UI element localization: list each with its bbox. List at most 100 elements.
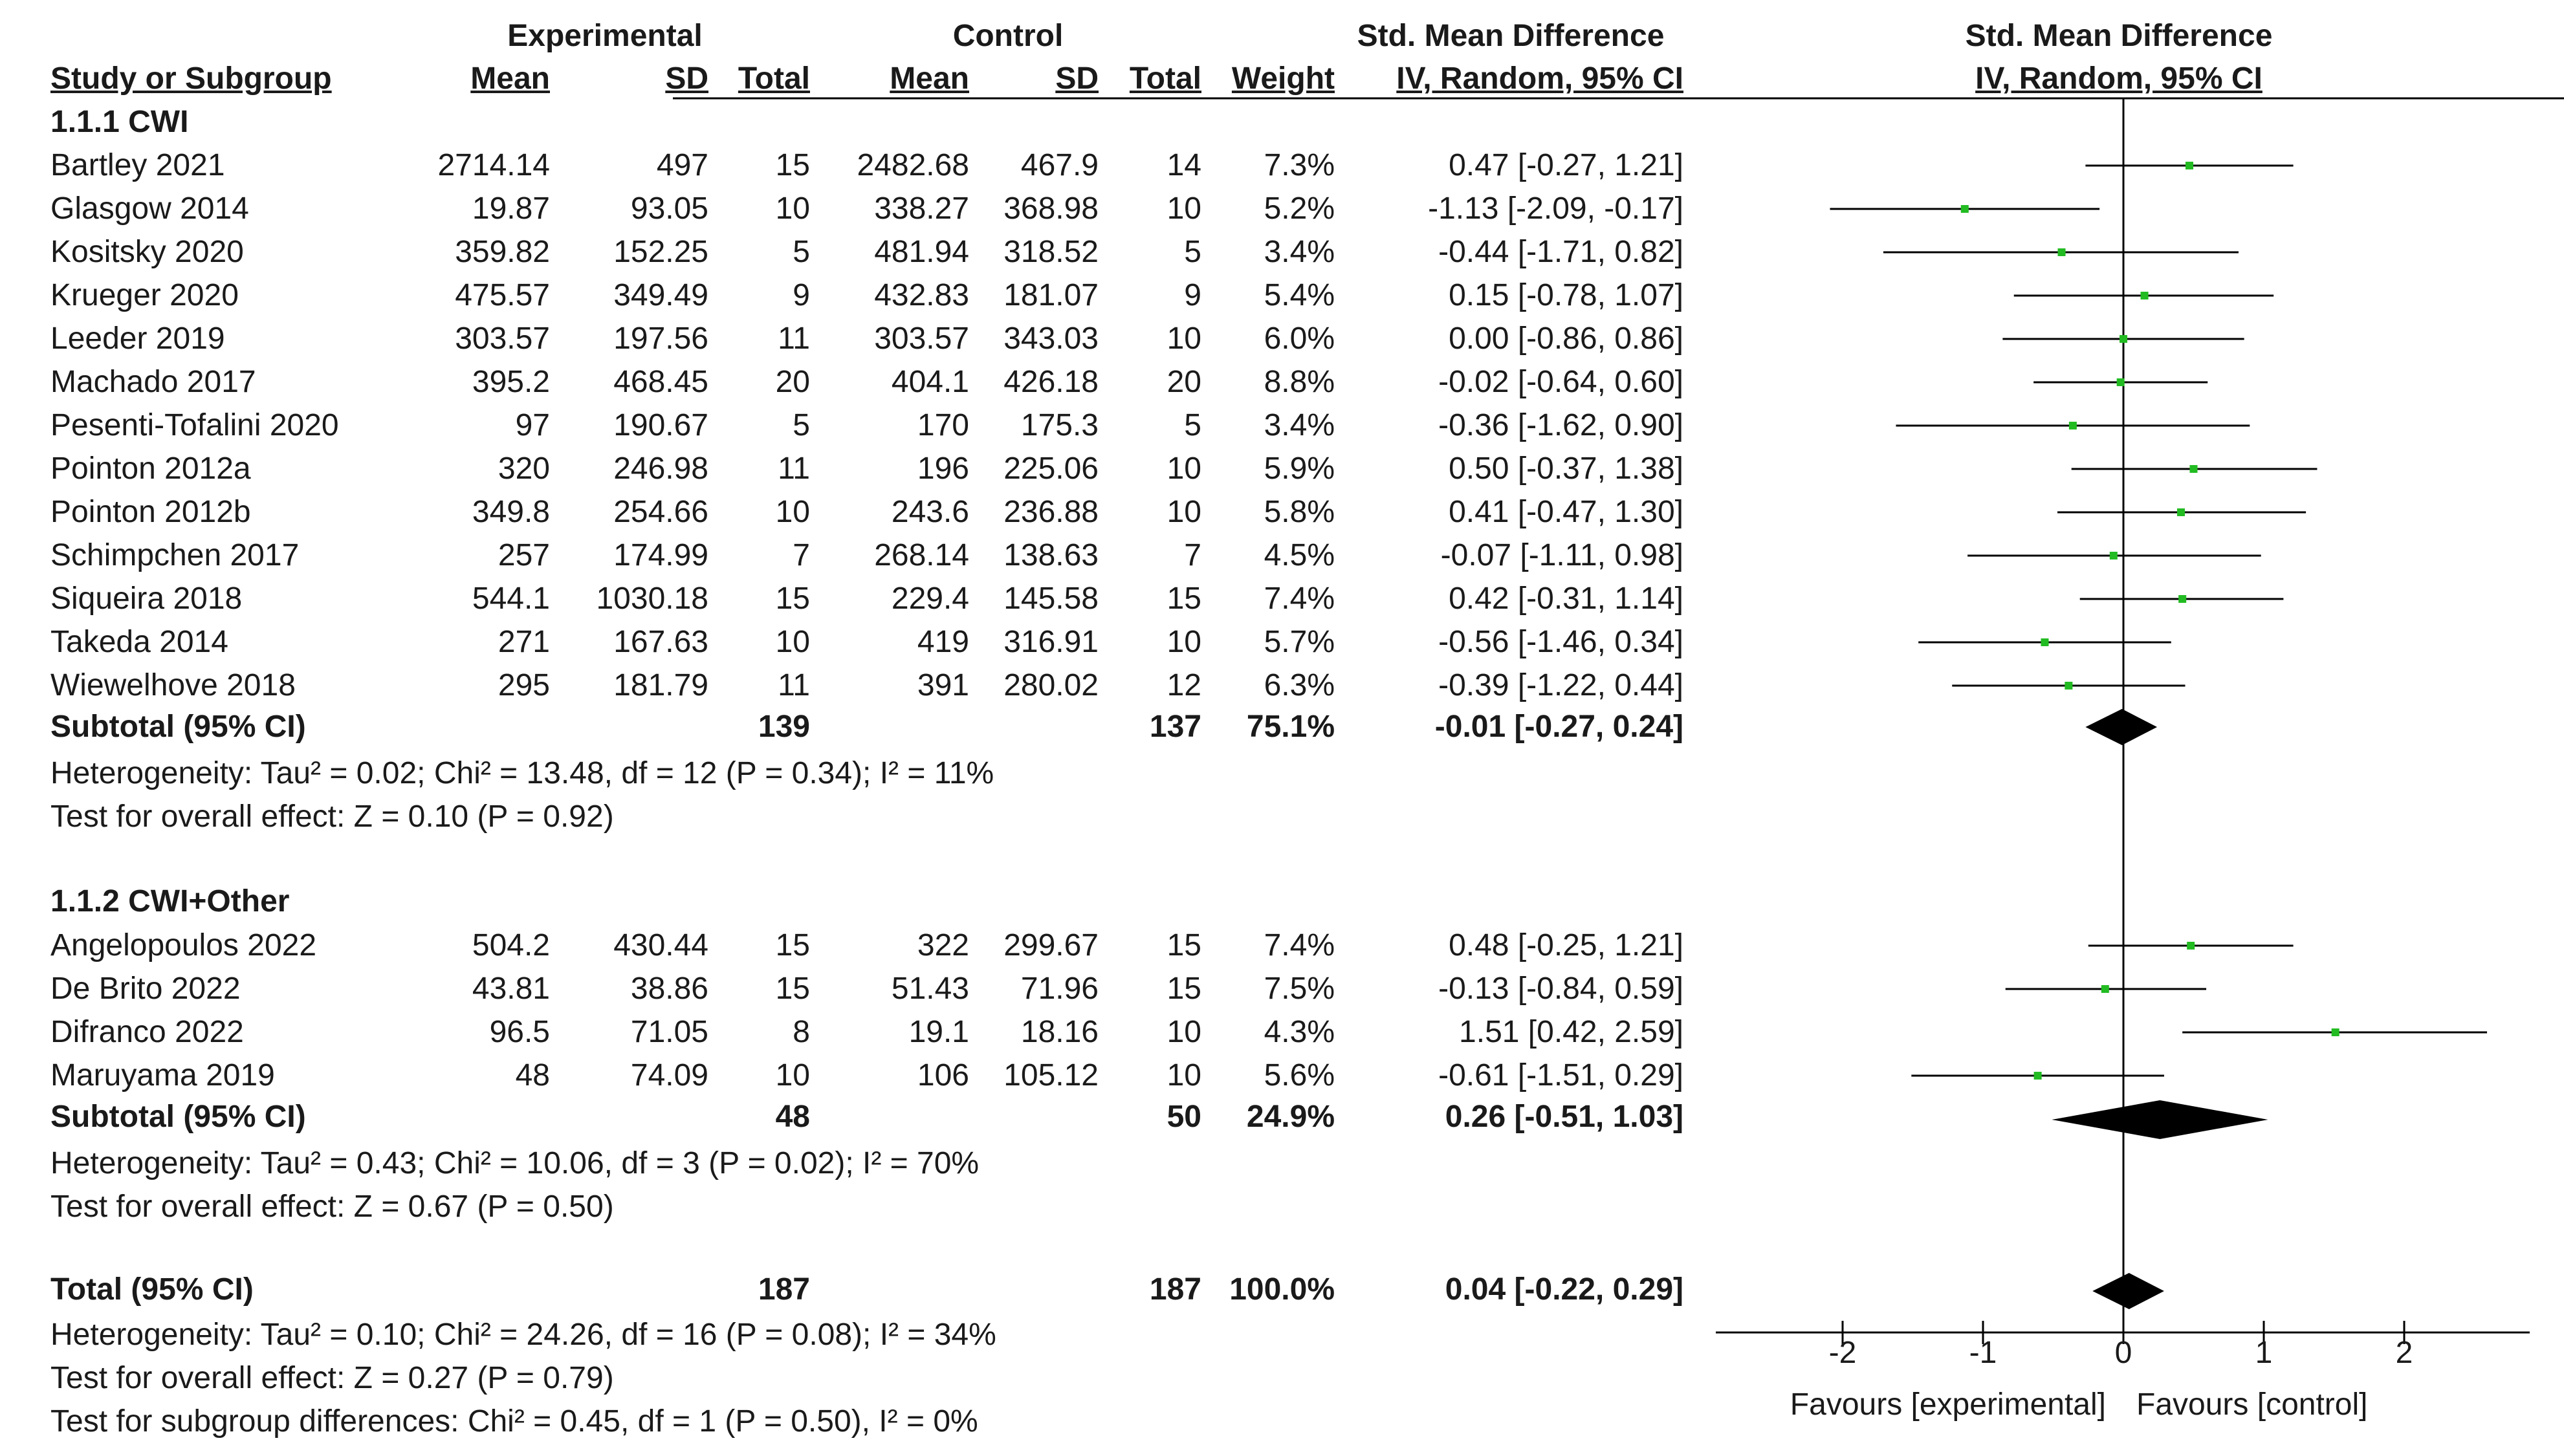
point-estimate-marker	[2116, 378, 2125, 386]
study-ci: -0.13 [-0.84, 0.59]	[1438, 972, 1683, 1006]
study-c-mean: 268.14	[874, 538, 969, 572]
study-c-total: 14	[1167, 148, 1201, 182]
study-e-sd: 1030.18	[596, 581, 708, 616]
summary-diamond	[2092, 1273, 2164, 1309]
x-tick-label: 2	[2395, 1336, 2413, 1370]
study-e-sd: 167.63	[613, 625, 708, 659]
study-e-sd: 254.66	[613, 495, 708, 529]
study-e-sd: 468.45	[613, 365, 708, 399]
study-ci: 0.42 [-0.31, 1.14]	[1449, 581, 1683, 616]
point-estimate-marker	[2068, 422, 2077, 429]
study-c-total: 15	[1167, 928, 1201, 962]
study-c-total: 10	[1167, 451, 1201, 486]
study-name: Maruyama 2019	[50, 1058, 275, 1092]
study-c-sd: 236.88	[1003, 495, 1099, 529]
study-e-total: 10	[775, 625, 810, 659]
study-ci: -0.44 [-1.71, 0.82]	[1438, 235, 1683, 269]
study-c-total: 12	[1167, 668, 1201, 702]
study-ci: -0.61 [-1.51, 0.29]	[1438, 1058, 1683, 1092]
weight-header: Weight	[1231, 61, 1335, 96]
study-weight: 6.0%	[1264, 321, 1335, 356]
study-c-total: 10	[1167, 191, 1201, 226]
study-c-sd: 181.07	[1003, 278, 1099, 312]
study-c-mean: 170	[917, 408, 969, 442]
study-e-sd: 430.44	[613, 928, 708, 962]
point-estimate-marker	[2057, 248, 2066, 256]
point-estimate-marker	[2109, 552, 2118, 560]
study-e-total: 15	[775, 972, 810, 1006]
point-estimate-marker	[2331, 1028, 2339, 1036]
experimental-sd-header: SD	[665, 61, 708, 96]
subtotal-weight: 24.9%	[1246, 1100, 1335, 1134]
study-e-sd: 71.05	[630, 1015, 708, 1049]
heterogeneity-text: Heterogeneity: Tau² = 0.43; Chi² = 10.06…	[50, 1146, 980, 1180]
total-overall-effect-text: Test for overall effect: Z = 0.27 (P = 0…	[50, 1361, 614, 1395]
study-name: Kositsky 2020	[50, 235, 244, 269]
study-e-total: 20	[775, 365, 810, 399]
study-ci: 0.50 [-0.37, 1.38]	[1449, 451, 1683, 486]
point-estimate-marker	[2189, 465, 2198, 473]
study-e-sd: 74.09	[630, 1058, 708, 1092]
overall-effect-text: Test for overall effect: Z = 0.67 (P = 0…	[50, 1190, 614, 1224]
experimental-mean-header: Mean	[470, 61, 550, 96]
study-c-total: 10	[1167, 625, 1201, 659]
study-weight: 7.4%	[1264, 581, 1335, 616]
study-name: Wiewelhove 2018	[50, 668, 296, 702]
study-c-total: 10	[1167, 1015, 1201, 1049]
study-c-sd: 368.98	[1003, 191, 1099, 226]
point-estimate-marker	[2120, 335, 2127, 343]
study-e-mean: 295	[498, 668, 550, 702]
subgroup-differences-text: Test for subgroup differences: Chi² = 0.…	[50, 1404, 978, 1439]
study-e-total: 15	[775, 581, 810, 616]
study-e-total: 5	[793, 235, 810, 269]
study-name: Takeda 2014	[50, 625, 228, 659]
study-weight: 7.3%	[1264, 148, 1335, 182]
study-e-total: 10	[775, 495, 810, 529]
study-ci: 0.15 [-0.78, 1.07]	[1449, 278, 1683, 312]
subgroup-title-cwi-other: 1.1.2 CWI+Other	[50, 884, 290, 918]
point-estimate-marker	[2178, 595, 2187, 603]
subtotal-label: Subtotal (95% CI)	[50, 710, 306, 744]
study-c-sd: 426.18	[1003, 365, 1099, 399]
heterogeneity-text: Heterogeneity: Tau² = 0.02; Chi² = 13.48…	[50, 756, 994, 790]
study-c-mean: 229.4	[891, 581, 969, 616]
study-e-mean: 475.57	[455, 278, 550, 312]
study-e-mean: 96.5	[489, 1015, 550, 1049]
study-name: De Brito 2022	[50, 972, 241, 1006]
study-c-sd: 467.9	[1020, 148, 1099, 182]
study-c-total: 20	[1167, 365, 1201, 399]
study-c-sd: 280.02	[1003, 668, 1099, 702]
experimental-header: Experimental	[507, 19, 703, 53]
total-ci: 0.04 [-0.22, 0.29]	[1445, 1272, 1683, 1307]
study-c-sd: 71.96	[1020, 972, 1099, 1006]
study-c-mean: 51.43	[891, 972, 969, 1006]
study-name: Glasgow 2014	[50, 191, 249, 226]
study-column-header: Study or Subgroup	[50, 61, 332, 96]
study-weight: 3.4%	[1264, 408, 1335, 442]
study-name: Difranco 2022	[50, 1015, 244, 1049]
study-ci: -1.13 [-2.09, -0.17]	[1428, 191, 1683, 226]
study-e-mean: 257	[498, 538, 550, 572]
study-e-sd: 197.56	[613, 321, 708, 356]
study-weight: 3.4%	[1264, 235, 1335, 269]
study-ci: -0.39 [-1.22, 0.44]	[1438, 668, 1683, 702]
study-weight: 6.3%	[1264, 668, 1335, 702]
study-c-mean: 106	[917, 1058, 969, 1092]
study-c-sd: 318.52	[1003, 235, 1099, 269]
study-e-total: 8	[793, 1015, 810, 1049]
overall-effect-text: Test for overall effect: Z = 0.10 (P = 0…	[50, 799, 614, 834]
subtotal-control-total: 137	[1149, 710, 1201, 744]
study-e-mean: 48	[515, 1058, 550, 1092]
study-e-sd: 93.05	[630, 191, 708, 226]
subtotal-ci: 0.26 [-0.51, 1.03]	[1445, 1100, 1683, 1134]
study-c-sd: 299.67	[1003, 928, 1099, 962]
point-estimate-marker	[2101, 985, 2109, 993]
study-e-sd: 181.79	[613, 668, 708, 702]
study-c-mean: 303.57	[874, 321, 969, 356]
study-e-mean: 2714.14	[437, 148, 550, 182]
x-tick-label: -2	[1828, 1336, 1857, 1370]
study-name: Machado 2017	[50, 365, 256, 399]
study-c-total: 15	[1167, 581, 1201, 616]
subtotal-experimental-total: 48	[775, 1100, 810, 1134]
smd-table-header: Std. Mean Difference	[1357, 19, 1665, 53]
